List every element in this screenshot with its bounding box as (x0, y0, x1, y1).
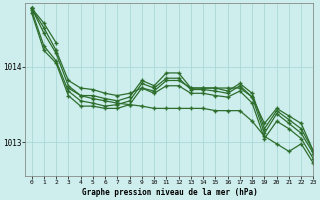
X-axis label: Graphe pression niveau de la mer (hPa): Graphe pression niveau de la mer (hPa) (82, 188, 257, 197)
